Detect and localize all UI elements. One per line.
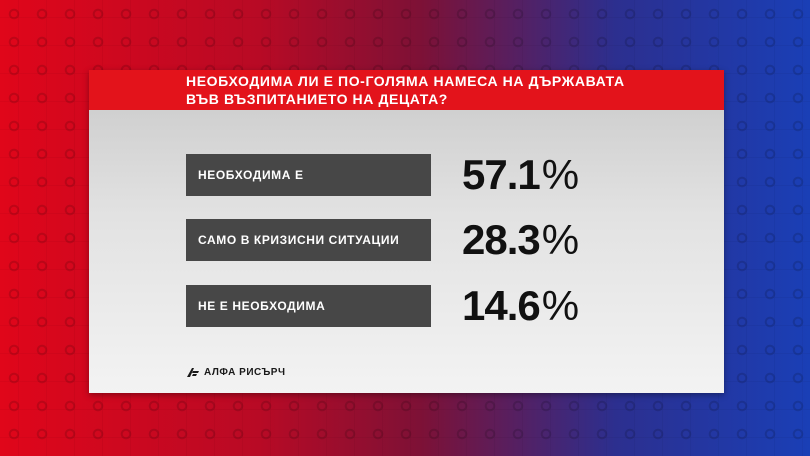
percent-sign: % (541, 216, 579, 263)
answer-label-box: САМО В КРИЗИСНИ СИТУАЦИИ (186, 219, 431, 261)
source-label: АЛФА РИСЪРЧ (204, 367, 286, 378)
answer-label-box: НЕОБХОДИМА Е (186, 154, 431, 196)
source-credit: АЛФА РИСЪРЧ (186, 367, 286, 378)
answer-percentage: 28.3% (462, 216, 579, 263)
answer-label: САМО В КРИЗИСНИ СИТУАЦИИ (198, 233, 400, 247)
percent-sign: % (541, 282, 579, 329)
percent-sign: % (541, 151, 579, 198)
alpha-research-logo-icon (186, 367, 200, 378)
poll-card: НЕОБХОДИМА ЛИ Е ПО-ГОЛЯМА НАМЕСА НА ДЪРЖ… (89, 70, 724, 393)
answer-percentage: 14.6% (462, 282, 579, 329)
percentage-value: 57.1 (462, 151, 541, 198)
title-line-2: ВЪВ ВЪЗПИТАНИЕТО НА ДЕЦАТА? (186, 91, 448, 107)
answer-label: НЕ Е НЕОБХОДИМА (198, 299, 326, 313)
answer-label-box: НЕ Е НЕОБХОДИМА (186, 285, 431, 327)
answer-label: НЕОБХОДИМА Е (198, 168, 304, 182)
answer-percentage: 57.1% (462, 151, 579, 198)
title-bar: НЕОБХОДИМА ЛИ Е ПО-ГОЛЯМА НАМЕСА НА ДЪРЖ… (89, 70, 724, 110)
percentage-value: 14.6 (462, 282, 541, 329)
percentage-value: 28.3 (462, 216, 541, 263)
title-line-1: НЕОБХОДИМА ЛИ Е ПО-ГОЛЯМА НАМЕСА НА ДЪРЖ… (186, 73, 625, 89)
